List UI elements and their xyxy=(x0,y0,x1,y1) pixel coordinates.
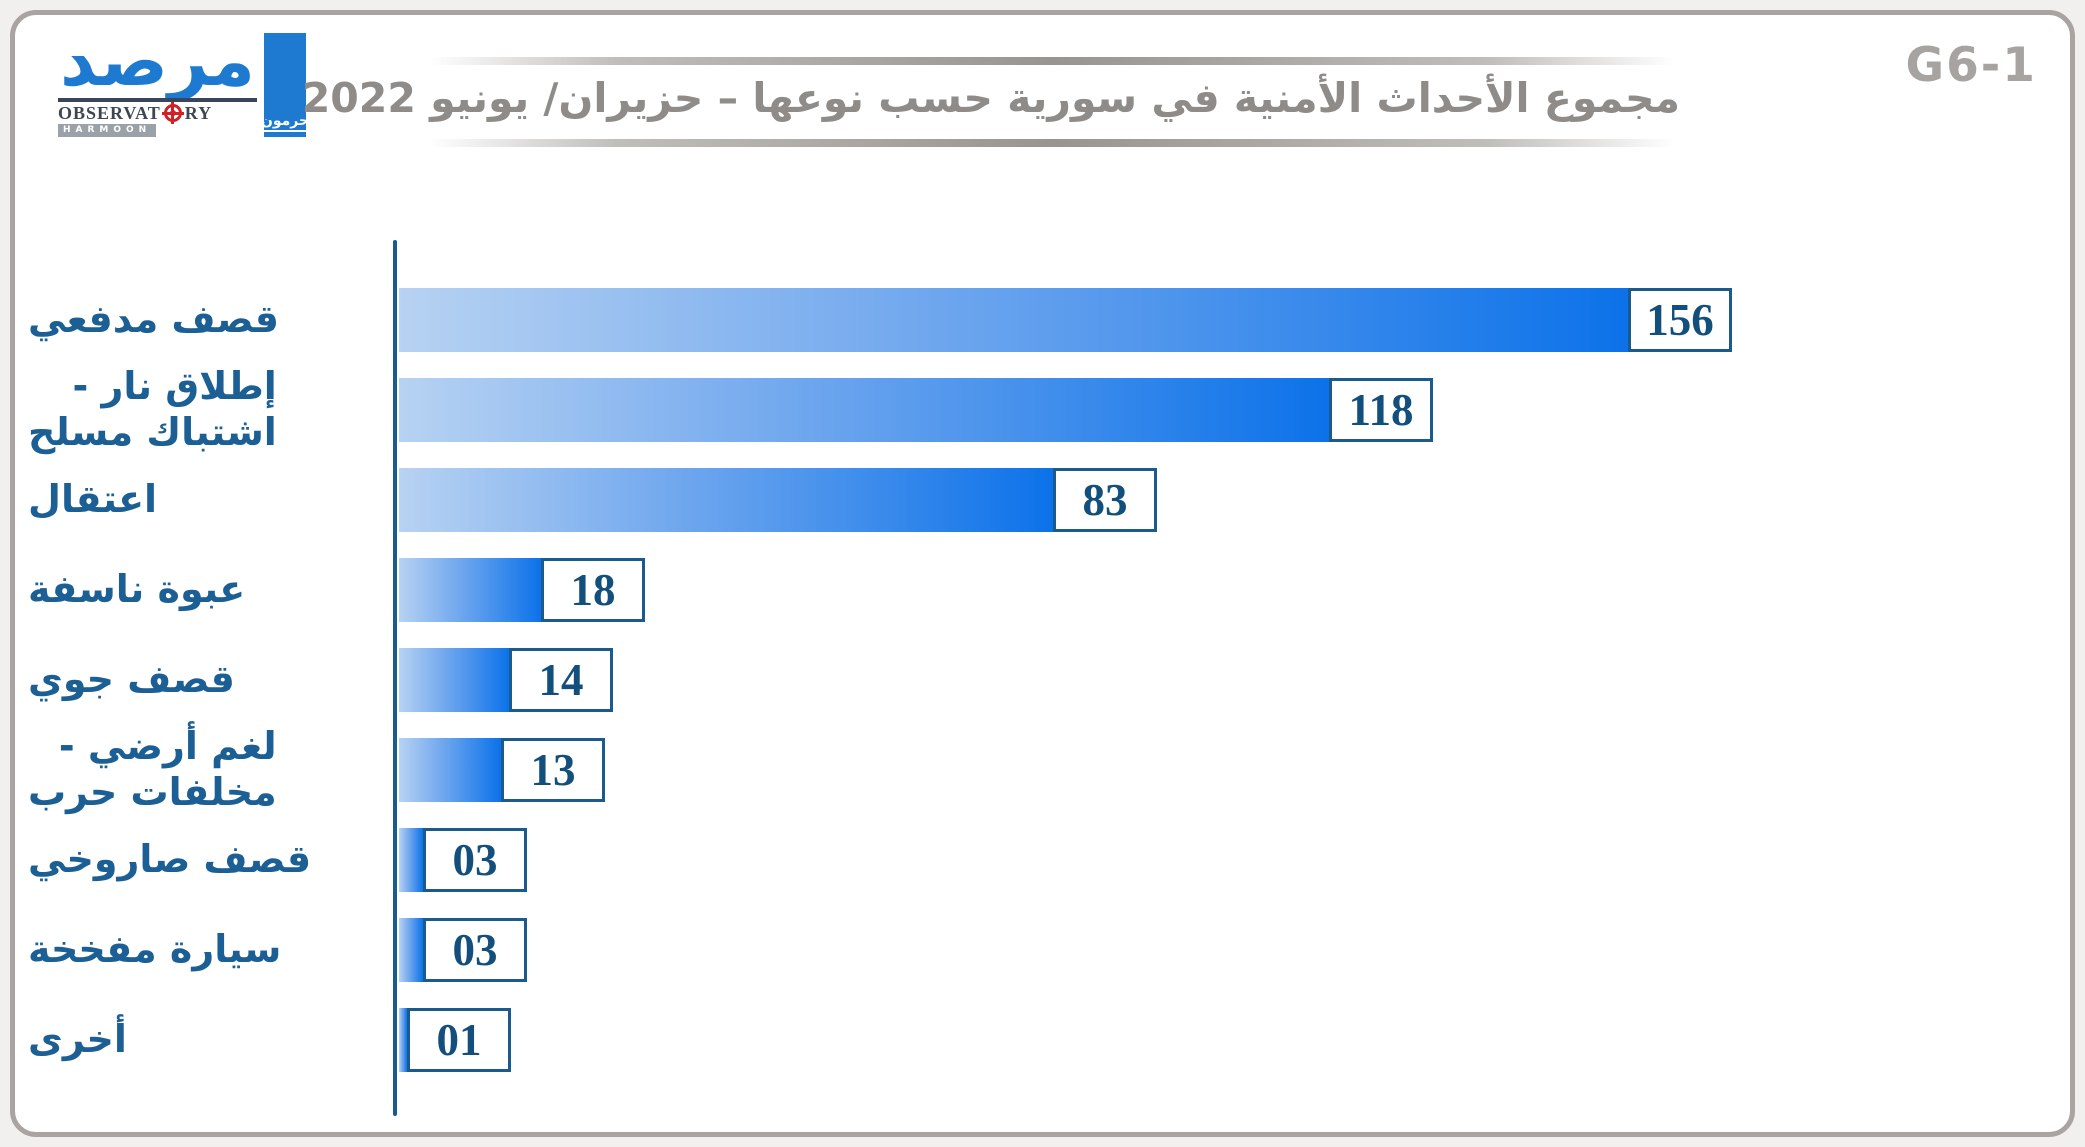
bar xyxy=(399,1008,407,1072)
value-box: 83 xyxy=(1053,468,1157,532)
bar-row: 03 xyxy=(399,918,2059,982)
bar xyxy=(399,378,1329,442)
harmoon-observatory-logo: مرصد OBSERVAT RY HARMOON حرمون xyxy=(58,26,310,137)
logo-observatory-text-right: RY xyxy=(184,103,213,123)
value-box: 14 xyxy=(509,648,613,712)
value-box: 03 xyxy=(423,828,527,892)
value-box: 18 xyxy=(541,558,645,622)
logo-main: مرصد OBSERVAT RY HARMOON xyxy=(58,26,257,137)
figure-id-label: G6-1 xyxy=(1905,38,2037,93)
bar-label: اعتقال xyxy=(28,477,158,522)
bar-row: 01 xyxy=(399,1008,2059,1072)
chart-title: مجموع الأحداث الأمنية في سورية حسب نوعها… xyxy=(301,74,1680,122)
bar xyxy=(399,468,1053,532)
bar-row: 14 xyxy=(399,648,2059,712)
title-ribbon-bottom xyxy=(430,139,1675,147)
bar-label: عبوة ناسفة xyxy=(28,567,246,612)
value-box: 118 xyxy=(1329,378,1433,442)
bar-label: قصف مدفعي xyxy=(28,297,280,342)
bar xyxy=(399,648,509,712)
bar-chart-area: 156 118 83 18 14 13 03 03 01 xyxy=(399,288,2059,1072)
card-frame xyxy=(10,10,2075,1137)
bar-label: سيارة مفخخة xyxy=(28,927,282,972)
value-box: 13 xyxy=(501,738,605,802)
bar-label: قصف صاروخي xyxy=(28,837,312,882)
bar xyxy=(399,738,501,802)
value-box: 156 xyxy=(1628,288,1732,352)
bar xyxy=(399,558,541,622)
logo-observatory-line: OBSERVAT RY xyxy=(58,98,257,124)
value-box: 03 xyxy=(423,918,527,982)
bar-label: أخرى xyxy=(28,1017,127,1062)
value-box: 01 xyxy=(407,1008,511,1072)
bar xyxy=(399,828,423,892)
title-ribbon-top xyxy=(430,57,1675,65)
logo-blue-tab: حرمون xyxy=(260,32,310,137)
bar-label: لغم أرضي - مخلفات حرب xyxy=(28,724,277,814)
bar-row: 118 xyxy=(399,378,2059,442)
bar xyxy=(399,918,423,982)
bar-row: 03 xyxy=(399,828,2059,892)
bar-label: إطلاق نار - اشتباك مسلح xyxy=(28,364,277,454)
bar-label: قصف جوي xyxy=(28,657,235,702)
logo-observatory-text-left: OBSERVAT xyxy=(58,103,161,123)
logo-wordmark-arabic: مرصد xyxy=(60,20,257,102)
y-axis-line xyxy=(393,240,397,1116)
bar-row: 13 xyxy=(399,738,2059,802)
bar xyxy=(399,288,1628,352)
bar-row: 83 xyxy=(399,468,2059,532)
bar-row: 156 xyxy=(399,288,2059,352)
logo-harmoon-latin: HARMOON xyxy=(58,124,157,137)
bar-row: 18 xyxy=(399,558,2059,622)
target-crosshair-icon xyxy=(161,102,184,124)
category-labels: قصف مدفعي إطلاق نار - اشتباك مسلح اعتقال عب… xyxy=(28,288,370,1072)
logo-harmoon-arabic: حرمون xyxy=(260,113,310,132)
